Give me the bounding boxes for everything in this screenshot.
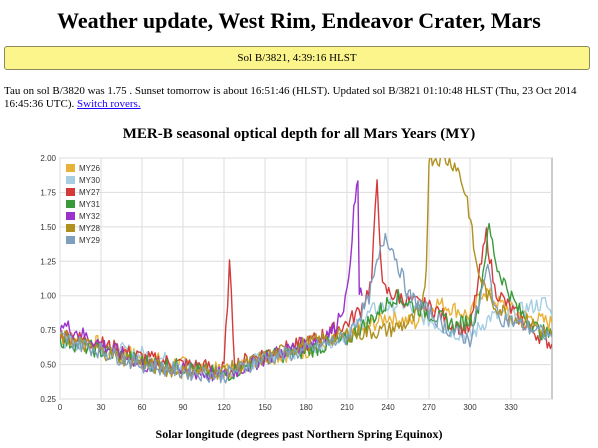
x-tick-label: 270 bbox=[422, 403, 436, 412]
x-tick-label: 210 bbox=[340, 403, 354, 412]
x-tick-label: 300 bbox=[463, 403, 477, 412]
status-text: Sol B/3821, 4:39:16 HLST bbox=[237, 52, 357, 64]
x-tick-label: 0 bbox=[58, 403, 63, 412]
x-tick-label: 180 bbox=[299, 403, 313, 412]
chart-series bbox=[60, 158, 552, 384]
y-tick-label: 0.75 bbox=[40, 326, 56, 335]
legend-label-my32: MY32 bbox=[79, 212, 100, 221]
weather-info-text: Tau on sol B/3820 was 1.75 . Sunset tomo… bbox=[4, 85, 577, 110]
chart-title: MER-B seasonal optical depth for all Mar… bbox=[122, 126, 476, 142]
legend-swatch-my30 bbox=[66, 176, 75, 184]
x-tick-label: 90 bbox=[179, 403, 188, 412]
legend-label-my27: MY27 bbox=[79, 188, 100, 197]
x-tick-label: 120 bbox=[217, 403, 231, 412]
legend-swatch-my32 bbox=[66, 212, 75, 220]
switch-rovers-link[interactable]: Switch rovers. bbox=[77, 98, 141, 110]
status-bar: Sol B/3821, 4:39:16 HLST bbox=[4, 46, 590, 70]
legend-swatch-my26 bbox=[66, 164, 75, 172]
x-tick-label: 240 bbox=[381, 403, 395, 412]
x-axis-label: Solar longitude (degrees past Northern S… bbox=[155, 427, 443, 441]
legend-label-my26: MY26 bbox=[79, 164, 100, 173]
legend-swatch-my31 bbox=[66, 200, 75, 208]
legend-swatch-my29 bbox=[66, 236, 75, 244]
y-tick-label: 0.50 bbox=[40, 361, 56, 370]
x-tick-label: 330 bbox=[504, 403, 518, 412]
y-tick-label: 1.50 bbox=[40, 223, 56, 232]
y-tick-label: 0.25 bbox=[40, 395, 56, 404]
legend-label-my29: MY29 bbox=[79, 236, 100, 245]
info-paragraph: Tau on sol B/3820 was 1.75 . Sunset tomo… bbox=[4, 85, 590, 111]
x-tick-label: 60 bbox=[138, 403, 147, 412]
legend-label-my30: MY30 bbox=[79, 176, 100, 185]
series-line-my31 bbox=[60, 222, 552, 382]
legend-swatch-my28 bbox=[66, 224, 75, 232]
legend-label-my31: MY31 bbox=[79, 200, 100, 209]
page-title: Weather update, West Rim, Endeavor Crate… bbox=[57, 8, 541, 33]
y-tick-label: 1.00 bbox=[40, 292, 56, 301]
chart-axes: 2.00 1.75 1.50 1.25 1.00 0.75 0.50 0.250 30 60 90 1… bbox=[40, 154, 518, 412]
y-tick-label: 1.75 bbox=[40, 188, 56, 197]
legend-swatch-my27 bbox=[66, 188, 75, 196]
y-tick-label: 1.25 bbox=[40, 257, 56, 266]
x-tick-label: 30 bbox=[97, 403, 106, 412]
y-tick-label: 2.00 bbox=[40, 154, 56, 163]
optical-depth-chart: 2.00 1.75 1.50 1.25 1.00 0.75 0.50 0.250 30 60 90 1… bbox=[40, 154, 553, 412]
legend-label-my28: MY28 bbox=[79, 224, 100, 233]
series-line-my29 bbox=[60, 232, 552, 384]
chart-legend: MY26 MY30 MY27 MY31 MY32 MY28 MY29 bbox=[66, 164, 100, 245]
x-tick-label: 150 bbox=[258, 403, 272, 412]
